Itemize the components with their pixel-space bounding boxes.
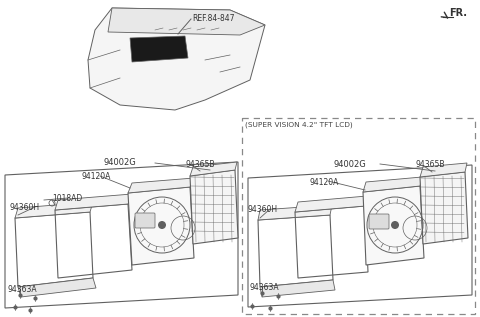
Polygon shape [420, 172, 468, 244]
Circle shape [391, 221, 399, 229]
FancyBboxPatch shape [369, 214, 389, 229]
Text: 94002G: 94002G [334, 160, 366, 169]
Text: FR.: FR. [449, 8, 467, 18]
Text: (SUPER VISION 4.2" TFT LCD): (SUPER VISION 4.2" TFT LCD) [245, 121, 353, 127]
Polygon shape [190, 162, 237, 176]
FancyBboxPatch shape [135, 213, 155, 228]
Polygon shape [108, 8, 265, 35]
Polygon shape [260, 280, 335, 297]
Polygon shape [88, 8, 265, 110]
Polygon shape [363, 177, 422, 192]
Polygon shape [55, 194, 132, 210]
Polygon shape [190, 170, 238, 244]
Text: 1018AD: 1018AD [52, 194, 82, 203]
Polygon shape [363, 186, 424, 265]
Text: 94363A: 94363A [250, 283, 280, 292]
Polygon shape [128, 187, 194, 265]
Text: 94120A: 94120A [310, 178, 339, 187]
Polygon shape [18, 278, 96, 297]
Circle shape [158, 221, 166, 229]
Polygon shape [130, 36, 188, 62]
Text: 94002G: 94002G [104, 158, 136, 167]
Bar [242, 118, 475, 314]
Text: REF.84-847: REF.84-847 [192, 14, 235, 23]
Text: 94120A: 94120A [82, 172, 111, 181]
Polygon shape [420, 163, 467, 177]
Text: 94365B: 94365B [185, 160, 215, 169]
Polygon shape [295, 196, 367, 212]
Polygon shape [15, 202, 93, 218]
Text: 94363A: 94363A [8, 285, 37, 294]
Polygon shape [258, 205, 332, 220]
Text: 94360H: 94360H [10, 203, 40, 212]
Polygon shape [128, 178, 194, 193]
Text: 94365B: 94365B [415, 160, 444, 169]
Text: 94360H: 94360H [248, 205, 278, 214]
